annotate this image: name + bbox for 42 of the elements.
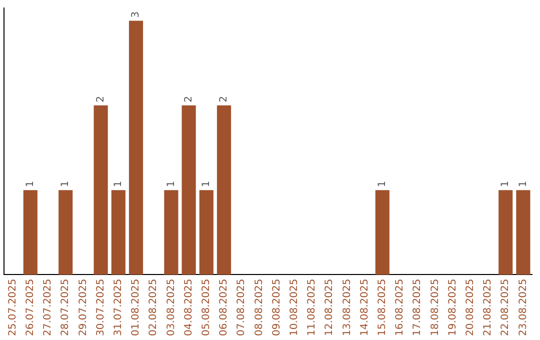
x-tick-label: 19.08.2025: [447, 278, 458, 336]
data-label: 1: [112, 180, 124, 188]
x-tick-label: 05.08.2025: [200, 278, 212, 336]
x-tick-label: 21.08.2025: [482, 278, 494, 336]
x-tick-label: 23.08.2025: [518, 278, 529, 336]
data-label: 1: [376, 180, 388, 188]
x-tick-label: 17.08.2025: [412, 278, 424, 336]
x-tick-label: 25.07.2025: [7, 278, 18, 336]
x-tick-label: 12.08.2025: [324, 278, 336, 336]
data-label: 1: [200, 180, 212, 188]
x-tick-label: 16.08.2025: [394, 278, 406, 336]
x-tick-label: 14.08.2025: [359, 278, 370, 336]
data-label: 2: [218, 96, 230, 102]
x-tick-label: 02.08.2025: [148, 278, 160, 336]
x-tick-label: 13.08.2025: [342, 278, 353, 336]
data-label: 1: [166, 180, 177, 188]
x-tick-label: 27.07.2025: [42, 278, 54, 336]
x-tick-label: 31.07.2025: [112, 278, 124, 336]
data-label: 3: [130, 11, 142, 18]
x-tick-label: 30.07.2025: [95, 278, 106, 336]
x-tick-label: 11.08.2025: [306, 278, 318, 336]
x-tick-label: 22.08.2025: [500, 278, 512, 336]
data-label: 1: [518, 180, 529, 188]
x-tick-label: 20.08.2025: [464, 278, 476, 336]
x-tick-label: 26.07.2025: [24, 278, 36, 336]
x-tick-label: 28.07.2025: [60, 278, 72, 336]
data-label: 2: [183, 96, 194, 102]
x-tick-label: 06.08.2025: [218, 278, 230, 336]
x-tick-label: 08.08.2025: [254, 278, 265, 336]
data-label: 1: [60, 180, 72, 188]
x-tick-label: 18.08.2025: [430, 278, 441, 336]
x-tick-label: 29.07.2025: [78, 278, 89, 336]
data-label: 1: [24, 180, 36, 188]
x-tick-label: 15.08.2025: [376, 278, 388, 336]
x-tick-label: 07.08.2025: [236, 278, 248, 336]
x-tick-label: 10.08.2025: [288, 278, 300, 336]
x-tick-label: 04.08.2025: [183, 278, 194, 336]
x-tick-label: 09.08.2025: [271, 278, 282, 336]
data-label: 2: [95, 96, 106, 102]
data-label: 1: [500, 180, 512, 188]
x-tick-label: 01.08.2025: [130, 278, 142, 336]
x-tick-label: 03.08.2025: [166, 278, 177, 336]
